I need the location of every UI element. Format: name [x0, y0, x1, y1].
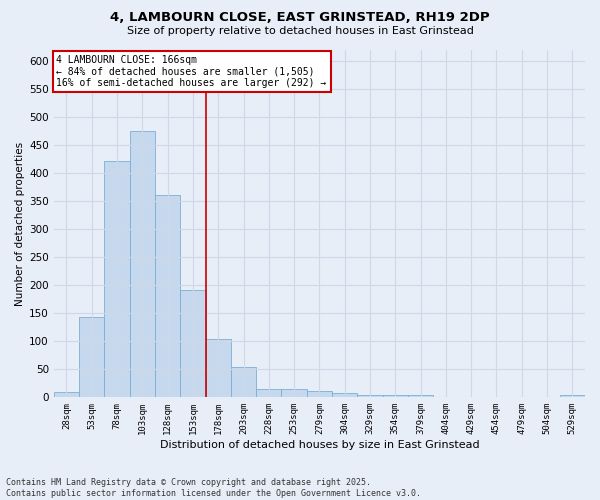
Bar [256, 389, 281, 398]
Text: Contains HM Land Registry data © Crown copyright and database right 2025.
Contai: Contains HM Land Registry data © Crown c… [6, 478, 421, 498]
Bar [231, 367, 256, 398]
Text: 4, LAMBOURN CLOSE, EAST GRINSTEAD, RH19 2DP: 4, LAMBOURN CLOSE, EAST GRINSTEAD, RH19 … [110, 11, 490, 24]
Bar [408, 395, 433, 398]
Bar [281, 390, 307, 398]
Bar [130, 131, 155, 398]
Bar [358, 394, 383, 398]
Bar [206, 338, 231, 398]
Bar [155, 194, 180, 398]
Bar [307, 391, 332, 398]
Bar [383, 394, 408, 398]
Bar [79, 317, 104, 398]
Bar [54, 392, 79, 398]
Text: 4 LAMBOURN CLOSE: 166sqm
← 84% of detached houses are smaller (1,505)
16% of sem: 4 LAMBOURN CLOSE: 166sqm ← 84% of detach… [56, 55, 326, 88]
Bar [433, 397, 458, 398]
Bar [332, 393, 358, 398]
Bar [104, 161, 130, 398]
Text: Size of property relative to detached houses in East Grinstead: Size of property relative to detached ho… [127, 26, 473, 36]
X-axis label: Distribution of detached houses by size in East Grinstead: Distribution of detached houses by size … [160, 440, 479, 450]
Y-axis label: Number of detached properties: Number of detached properties [15, 142, 25, 306]
Bar [560, 395, 585, 398]
Bar [180, 290, 206, 398]
